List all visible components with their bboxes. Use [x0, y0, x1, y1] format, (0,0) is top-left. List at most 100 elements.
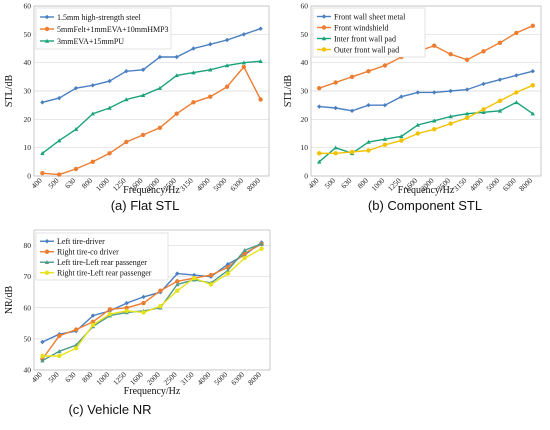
data-point [259, 246, 264, 251]
data-point [382, 63, 388, 68]
legend-label: Left tire-Left rear passenger [57, 258, 147, 267]
y-tick-label: 50 [24, 334, 32, 343]
legend-swatch-marker [321, 47, 327, 52]
x-tick-label: 500 [46, 370, 60, 384]
series-line-1 [318, 25, 534, 89]
legend-swatch-marker [44, 260, 50, 265]
legend-swatch-marker [44, 249, 50, 254]
data-point [242, 248, 247, 252]
data-point [259, 241, 264, 246]
data-point [175, 279, 180, 284]
y-tick-label: 40 [24, 366, 32, 375]
legend-swatch-marker [44, 26, 50, 32]
data-point [158, 304, 163, 309]
data-point [224, 37, 230, 43]
data-point [191, 46, 196, 51]
data-point [333, 151, 338, 156]
legend-label: Left tire-driver [57, 237, 105, 246]
x-tick-label: 2000 [145, 370, 162, 387]
y-tick-label: 30 [301, 87, 309, 96]
plot-frame [33, 5, 270, 177]
data-point [124, 68, 129, 74]
data-point [56, 95, 62, 101]
x-tick-label: 5000 [211, 176, 228, 193]
data-point [73, 166, 79, 172]
x-tick-label: 5000 [484, 176, 501, 193]
data-point [40, 353, 45, 359]
legend-label: Front windshield [334, 23, 388, 32]
data-point [40, 151, 45, 156]
data-point [107, 151, 112, 156]
y-axis-label: STL/dB [283, 75, 294, 108]
legend-swatch-marker [44, 38, 50, 43]
data-point [464, 87, 470, 92]
x-tick-label: 4000 [195, 176, 212, 193]
data-point [174, 73, 179, 78]
data-point [349, 149, 355, 155]
legend-swatch-marker [44, 14, 50, 20]
data-point [157, 54, 163, 60]
x-tick-label: 800 [80, 370, 94, 384]
data-point [174, 54, 179, 60]
data-point [56, 172, 62, 177]
legend-label: 5mmFelt+1mmEVA+10mmHMP3 [57, 25, 169, 34]
y-tick-label: 50 [301, 30, 309, 39]
y-tick-label: 20 [24, 115, 32, 124]
x-tick-label: 3150 [178, 176, 195, 193]
y-axis-label: STL/dB [4, 75, 15, 108]
legend-label: 1.5mm high-strength steel [57, 13, 142, 22]
x-tick-label: 500 [46, 176, 60, 190]
legend-label: Right tire-Left rear passenger [57, 269, 152, 278]
legend-box [35, 7, 172, 50]
data-point [464, 115, 470, 121]
data-point [514, 90, 519, 95]
data-point [415, 90, 420, 95]
series-line-3 [42, 248, 262, 357]
data-point [73, 327, 79, 332]
data-point [124, 305, 129, 310]
data-point [90, 159, 95, 165]
x-tick-label: 800 [80, 176, 94, 190]
data-point [382, 142, 388, 148]
data-point [57, 349, 62, 354]
data-point [224, 63, 230, 68]
legend-swatch-marker [321, 25, 327, 30]
data-point [73, 127, 79, 132]
chart-caption: (a) Flat STL [111, 198, 180, 213]
data-point [140, 93, 146, 98]
data-point [366, 68, 371, 74]
data-point [224, 84, 230, 89]
data-point [448, 51, 453, 57]
data-point [57, 353, 62, 359]
data-point [448, 121, 453, 126]
data-point [448, 88, 453, 94]
data-point [208, 67, 213, 72]
data-point [258, 97, 263, 102]
data-point [399, 134, 404, 139]
legend-swatch-marker [44, 239, 50, 244]
data-point [349, 74, 355, 80]
data-point [399, 138, 404, 143]
x-axis-label: Frequency/Hz [398, 185, 455, 196]
x-tick-label: 1000 [94, 176, 111, 193]
data-point [107, 78, 112, 84]
data-point [208, 272, 214, 278]
x-tick-label: 6300 [501, 176, 518, 193]
x-tick-label: 4000 [195, 370, 212, 387]
data-point [432, 43, 437, 48]
data-point [124, 97, 129, 102]
x-axis-label: Frequency/Hz [124, 386, 181, 397]
y-tick-label: 40 [301, 58, 309, 67]
data-point [317, 151, 322, 156]
data-point [432, 127, 437, 132]
data-point [90, 313, 96, 318]
plot-frame [33, 229, 271, 371]
x-tick-label: 8000 [517, 176, 534, 193]
data-point [208, 282, 214, 287]
x-tick-label: 8000 [245, 176, 262, 193]
data-point [124, 139, 129, 145]
series-line-0 [42, 28, 261, 103]
data-point [382, 102, 388, 108]
data-point [497, 108, 503, 113]
